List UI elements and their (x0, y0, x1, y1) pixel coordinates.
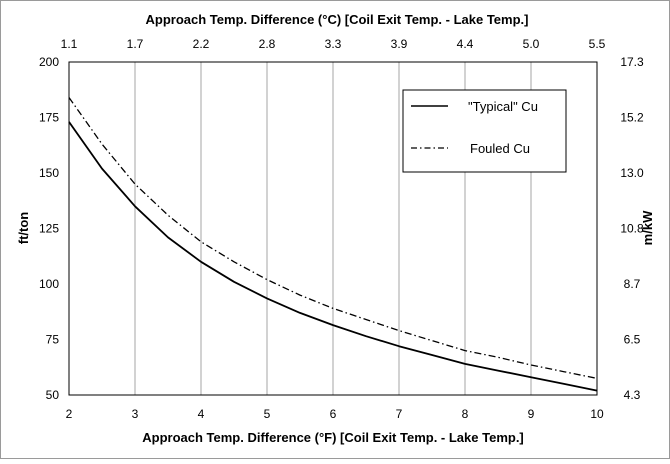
x-tick-label: 9 (528, 407, 535, 421)
plot-area (68, 61, 598, 396)
x-tick-label: 6 (330, 407, 337, 421)
top-tick-label: 5.0 (523, 37, 540, 51)
top-tick-label: 2.8 (259, 37, 276, 51)
y-tick-label: 150 (39, 166, 59, 180)
tick-labels: 2 3 4 5 6 7 8 9 10 1.1 1.7 2.2 2.8 3.3 3.9 4.4 5.0 5.5 50 7… (39, 37, 644, 421)
legend-label-typical: "Typical" Cu (468, 99, 538, 114)
left-axis-title: ft/ton (16, 212, 31, 245)
legend-label-fouled: Fouled Cu (470, 141, 530, 156)
right-tick-label: 10.8 (620, 222, 644, 236)
top-tick-label: 1.7 (127, 37, 144, 51)
right-tick-label: 8.7 (624, 277, 641, 291)
x-tick-label: 5 (264, 407, 271, 421)
right-tick-label: 15.2 (620, 111, 644, 125)
top-tick-label: 2.2 (193, 37, 210, 51)
right-axis-title: m/kW (640, 210, 655, 245)
right-tick-label: 4.3 (624, 388, 641, 402)
y-tick-label: 200 (39, 55, 59, 69)
right-tick-label: 13.0 (620, 166, 644, 180)
x-tick-label: 10 (590, 407, 604, 421)
x-tick-label: 2 (66, 407, 73, 421)
x-tick-label: 7 (396, 407, 403, 421)
bottom-axis-title: Approach Temp. Difference (°F) [Coil Exi… (142, 430, 524, 445)
x-tick-label: 4 (198, 407, 205, 421)
y-tick-label: 125 (39, 222, 59, 236)
legend-box (402, 89, 567, 173)
top-tick-label: 1.1 (61, 37, 78, 51)
series-line-fouled-cu (68, 97, 598, 380)
top-tick-label: 3.3 (325, 37, 342, 51)
y-tick-label: 50 (46, 388, 60, 402)
y-tick-label: 175 (39, 111, 59, 125)
top-tick-label: 3.9 (391, 37, 408, 51)
y-tick-label: 75 (46, 333, 60, 347)
top-tick-label: 4.4 (457, 37, 474, 51)
y-tick-label: 100 (39, 277, 59, 291)
right-tick-label: 6.5 (624, 333, 641, 347)
x-tick-label: 8 (462, 407, 469, 421)
legend: "Typical" Cu Fouled Cu (402, 89, 567, 173)
series-line-typical-cu (68, 121, 598, 392)
x-tick-label: 3 (132, 407, 139, 421)
series-lines (68, 97, 598, 392)
top-axis-title: Approach Temp. Difference (°C) [Coil Exi… (146, 12, 529, 27)
right-tick-label: 17.3 (620, 55, 644, 69)
top-tick-label: 5.5 (589, 37, 606, 51)
